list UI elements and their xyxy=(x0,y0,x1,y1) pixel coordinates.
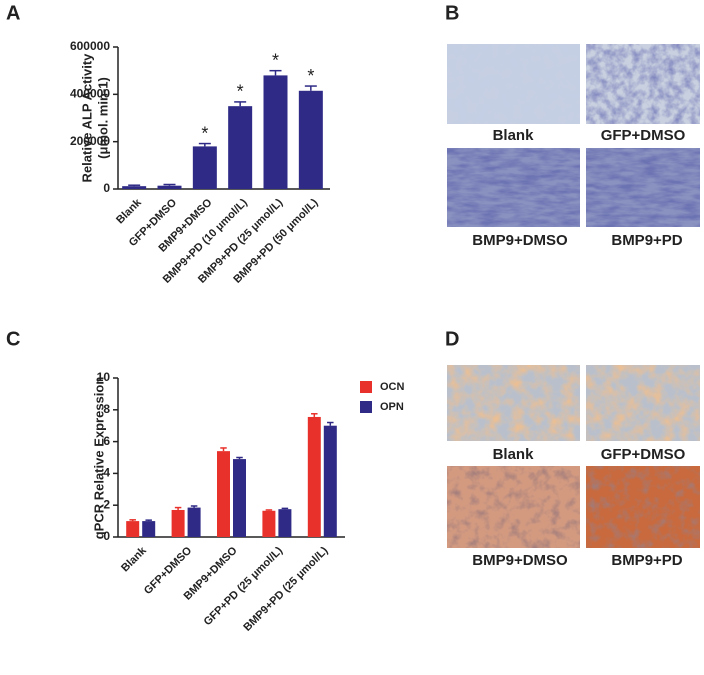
micrograph-grid xyxy=(447,365,700,548)
image-caption: BMP9+PD xyxy=(611,552,682,569)
bar xyxy=(323,425,337,537)
y-tick-label: 600000 xyxy=(70,39,110,53)
error-bar xyxy=(174,506,182,510)
y-axis-label: qPCR Relative Expression xyxy=(91,377,106,540)
micrograph-texture xyxy=(586,148,700,227)
bar xyxy=(192,146,217,189)
micrograph-texture xyxy=(447,466,580,548)
micrograph-texture xyxy=(447,148,580,227)
image-caption: BMP9+DMSO xyxy=(472,232,568,249)
micrograph-texture xyxy=(586,466,700,548)
significance-mark: * xyxy=(272,50,279,70)
micrograph-texture xyxy=(586,365,700,441)
y-axis-label: Relative ALP Activity xyxy=(79,53,94,183)
legend-label: OCN xyxy=(380,381,405,393)
bar xyxy=(233,459,246,537)
bar xyxy=(278,509,292,537)
y-tick-label: 0 xyxy=(103,529,110,543)
error-bar xyxy=(145,519,152,522)
error-bar xyxy=(198,142,211,147)
image-caption: Blank xyxy=(493,127,535,144)
bar xyxy=(122,186,147,189)
image-caption: Blank xyxy=(493,446,535,463)
y-tick-label: 400000 xyxy=(70,87,110,101)
legend-swatch xyxy=(360,381,372,393)
significance-mark: * xyxy=(237,82,244,102)
image-caption: GFP+DMSO xyxy=(601,446,686,463)
x-tick-label: Blank xyxy=(119,544,149,574)
error-bar xyxy=(220,447,227,452)
micrograph-texture xyxy=(447,365,580,441)
error-bar xyxy=(163,183,176,186)
error-bar xyxy=(281,507,289,510)
error-bar xyxy=(311,413,318,417)
y-tick-label: 10 xyxy=(97,370,111,384)
significance-mark: * xyxy=(307,66,314,86)
bar xyxy=(228,106,253,189)
error-bar xyxy=(234,101,247,107)
image-caption: BMP9+DMSO xyxy=(472,552,568,569)
legend-swatch xyxy=(360,401,372,413)
y-tick-label: 6 xyxy=(103,434,110,448)
error-bar xyxy=(236,456,243,460)
image-caption: BMP9+PD xyxy=(611,232,682,249)
micrograph-texture xyxy=(447,44,580,124)
bar xyxy=(307,416,321,537)
error-bar xyxy=(129,519,136,522)
micrograph-grid xyxy=(447,44,700,227)
bar xyxy=(262,510,276,537)
x-tick-label: Blank xyxy=(114,196,144,226)
y-tick-label: 4 xyxy=(103,466,110,480)
bar xyxy=(263,75,288,189)
panel-label: A xyxy=(6,2,20,24)
x-tick-label: BMP9+PD (25 μmol/L) xyxy=(241,544,330,633)
bar xyxy=(171,509,185,537)
panel-label: D xyxy=(445,328,459,350)
y-tick-label: 200000 xyxy=(70,134,110,148)
error-bar xyxy=(265,509,273,511)
micrograph-texture xyxy=(586,44,700,124)
error-bar xyxy=(304,85,317,91)
panel-label: B xyxy=(445,2,459,24)
y-tick-label: 2 xyxy=(103,497,110,511)
bar xyxy=(126,521,140,537)
bar xyxy=(142,521,156,537)
y-axis-label: (μmol. min-1) xyxy=(95,77,110,159)
y-tick-label: 8 xyxy=(103,402,110,416)
panel-label: C xyxy=(6,328,20,350)
bar xyxy=(187,507,201,537)
error-bar xyxy=(128,184,141,187)
error-bar xyxy=(327,421,334,426)
x-tick-label: GFP+PD (25 μmol/L) xyxy=(202,544,286,628)
bar xyxy=(298,90,323,189)
bar xyxy=(217,451,230,537)
legend-label: OPN xyxy=(380,401,404,413)
error-bar xyxy=(190,505,198,508)
image-caption: GFP+DMSO xyxy=(601,127,686,144)
y-tick-label: 0 xyxy=(103,181,110,195)
error-bar xyxy=(269,69,282,76)
bar xyxy=(157,185,182,189)
significance-mark: * xyxy=(201,123,208,143)
